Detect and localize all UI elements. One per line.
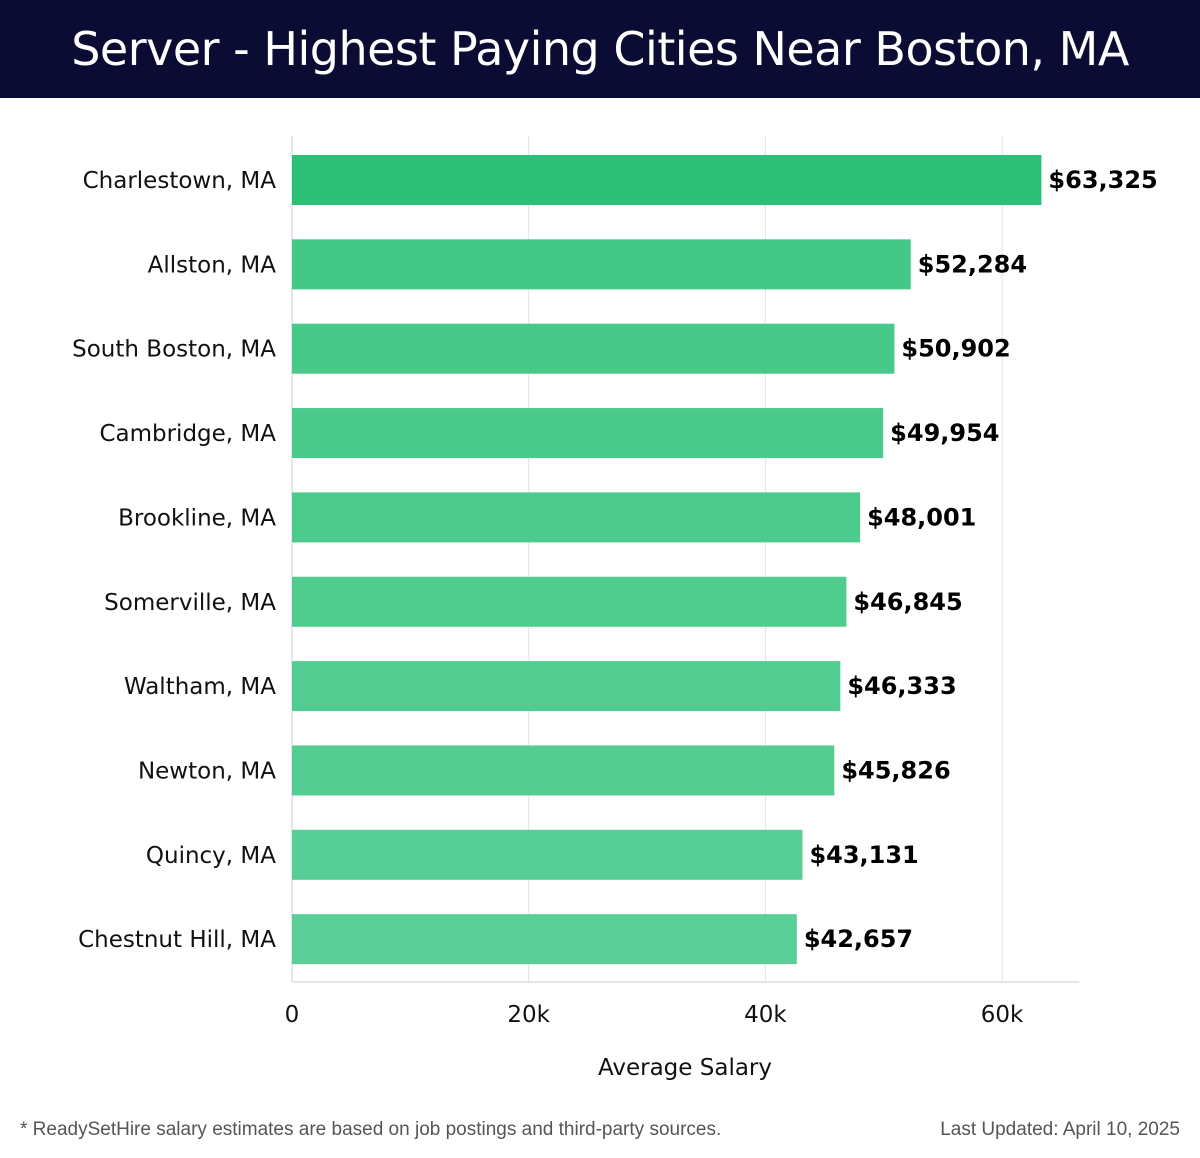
bar — [292, 239, 911, 290]
bar — [292, 155, 1042, 205]
bar — [292, 492, 861, 543]
x-tick-label: 40k — [744, 1002, 787, 1028]
category-label: Chestnut Hill, MA — [78, 927, 276, 953]
x-tick-label: 20k — [507, 1002, 550, 1028]
bar — [292, 576, 847, 627]
chart-header: Server - Highest Paying Cities Near Bost… — [0, 0, 1200, 98]
x-axis-ticks: 0 20k 40k 60k — [285, 1002, 1024, 1028]
last-updated: Last Updated: April 10, 2025 — [940, 1119, 1180, 1140]
value-label: $43,131 — [809, 841, 918, 869]
x-tick-label: 0 — [285, 1002, 300, 1028]
category-labels: Charlestown, MA Allston, MA South Boston, … — [72, 168, 276, 953]
category-label: Charlestown, MA — [83, 168, 277, 194]
category-label: Waltham, MA — [124, 674, 276, 700]
value-label: $52,284 — [918, 250, 1027, 278]
category-label: Brookline, MA — [118, 505, 276, 531]
value-label: $45,826 — [841, 756, 950, 784]
salary-bar-chart: Charlestown, MA Allston, MA South Boston, … — [72, 136, 1158, 1081]
value-label: $50,902 — [901, 335, 1010, 363]
category-label: Allston, MA — [148, 252, 277, 278]
value-label: $42,657 — [804, 925, 913, 953]
category-label: South Boston, MA — [72, 337, 276, 363]
x-tick-label: 60k — [981, 1002, 1024, 1028]
value-label: $63,325 — [1048, 166, 1157, 194]
chart-title: Server - Highest Paying Cities Near Bost… — [71, 22, 1129, 76]
footer-note: * ReadySetHire salary estimates are base… — [20, 1119, 722, 1140]
value-label: $46,845 — [853, 588, 962, 616]
value-label: $48,001 — [867, 503, 976, 531]
x-axis-title: Average Salary — [598, 1055, 772, 1081]
value-label: $46,333 — [847, 672, 956, 700]
category-label: Cambridge, MA — [99, 421, 276, 447]
bar — [292, 745, 835, 796]
bars — [292, 155, 1042, 965]
category-label: Newton, MA — [138, 758, 276, 784]
value-label: $49,954 — [890, 419, 999, 447]
bar — [292, 914, 797, 965]
value-labels: $63,325 $52,284 $50,902 $49,954 $48,001 $46,8… — [804, 166, 1158, 953]
bar — [292, 829, 803, 880]
bar — [292, 661, 841, 712]
category-label: Quincy, MA — [146, 843, 276, 869]
bar — [292, 323, 895, 374]
category-label: Somerville, MA — [104, 590, 276, 616]
bar — [292, 408, 884, 459]
